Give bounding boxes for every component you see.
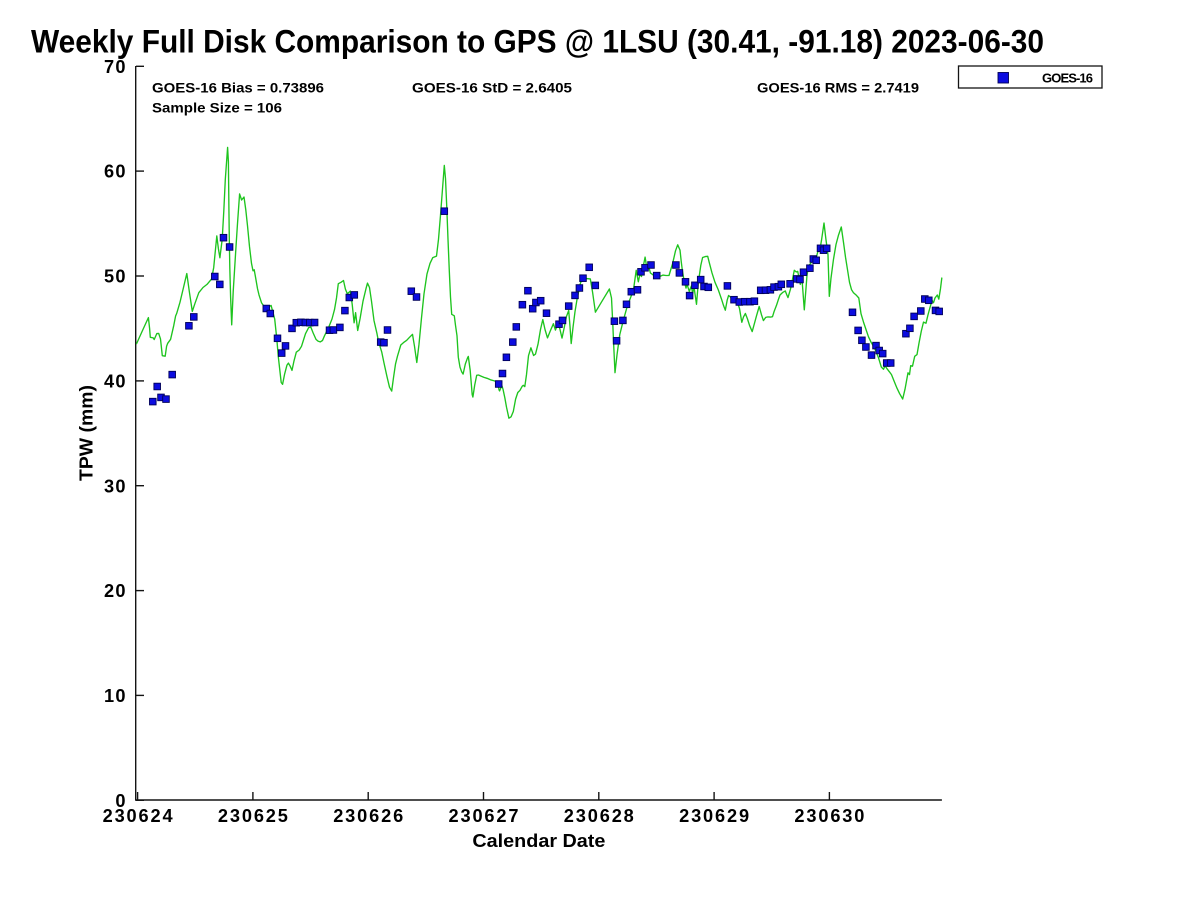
svg-text:230627: 230627 (449, 806, 519, 826)
svg-text:Sample Size = 106: Sample Size = 106 (152, 100, 282, 115)
svg-text:230630: 230630 (794, 806, 864, 826)
svg-text:230628: 230628 (564, 806, 634, 826)
svg-text:230629: 230629 (679, 806, 749, 826)
svg-text:230624: 230624 (103, 806, 174, 826)
svg-text:70: 70 (104, 57, 126, 77)
svg-text:20: 20 (104, 581, 126, 601)
svg-text:0: 0 (115, 791, 125, 811)
svg-text:230626: 230626 (333, 806, 403, 826)
svg-text:10: 10 (104, 686, 126, 706)
svg-text:TPW (mm): TPW (mm) (77, 385, 97, 481)
svg-text:GOES-16 StD = 2.6405: GOES-16 StD = 2.6405 (412, 80, 572, 95)
svg-text:GOES-16 RMS = 2.7419: GOES-16 RMS = 2.7419 (757, 80, 919, 95)
svg-text:30: 30 (104, 476, 126, 496)
svg-text:GOES-16 Bias = 0.73896: GOES-16 Bias = 0.73896 (152, 80, 324, 95)
svg-text:GOES-16: GOES-16 (1042, 71, 1093, 86)
svg-text:Weekly Full Disk Comparison to: Weekly Full Disk Comparison to GPS @ 1LS… (31, 24, 1044, 60)
svg-text:60: 60 (104, 162, 126, 182)
svg-text:50: 50 (104, 267, 126, 287)
svg-text:Calendar Date: Calendar Date (472, 831, 605, 851)
svg-text:40: 40 (104, 371, 126, 391)
svg-text:230625: 230625 (218, 806, 288, 826)
